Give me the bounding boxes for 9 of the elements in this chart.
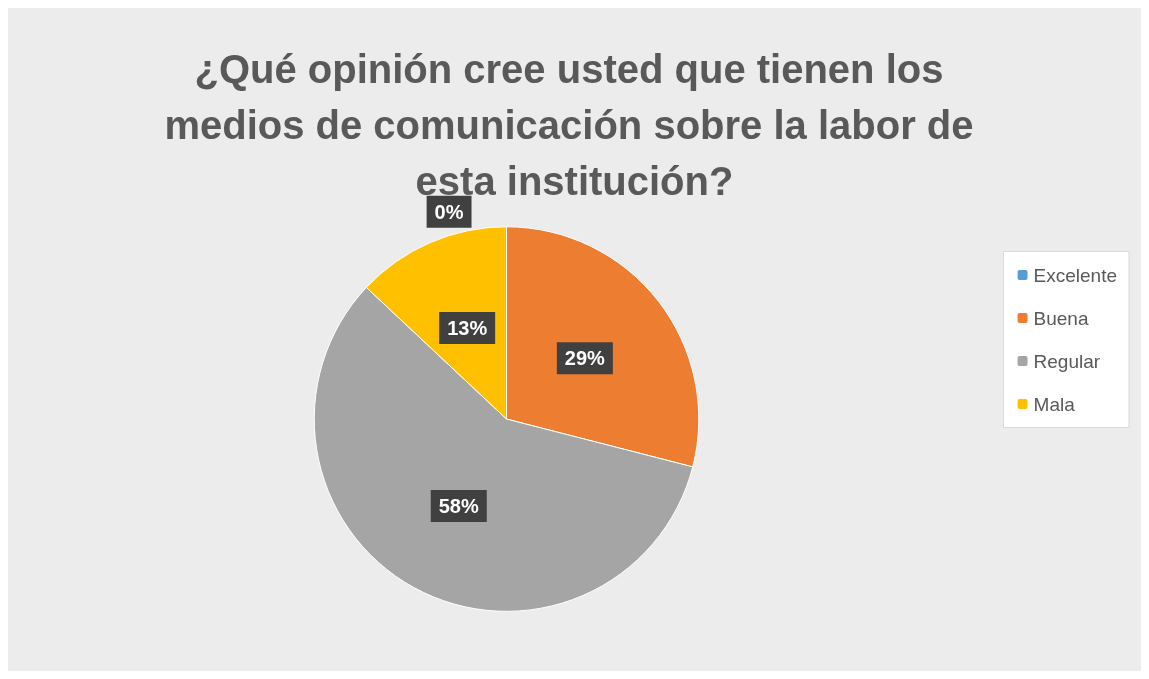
legend-label: Excelente: [1033, 264, 1118, 286]
text: 0%: [434, 200, 464, 223]
data-label: 13%: [447, 317, 488, 340]
legend-label: Buena: [1033, 307, 1089, 329]
chart-title: ¿Qué opinión cree usted que tienen los medios de comunicación sobre la labor de esta institución?: [164, 47, 985, 203]
legend-label: Mala: [1033, 393, 1076, 415]
data-label: 58%: [438, 494, 479, 517]
legend-label: Regular: [1033, 350, 1101, 372]
data-label: 29%: [564, 347, 606, 370]
